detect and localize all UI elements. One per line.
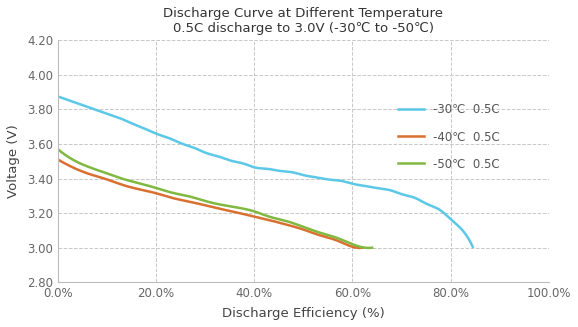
-40℃  0.5C <box>235 211 242 215</box>
-50℃  0.5C <box>247 208 254 212</box>
Y-axis label: Voltage (V): Voltage (V) <box>7 124 20 198</box>
-50℃  0.5C <box>339 238 346 242</box>
-30℃  0.5C <box>54 95 61 98</box>
-30℃  0.5C <box>301 174 308 178</box>
-30℃  0.5C <box>308 175 315 179</box>
-50℃  0.5C <box>54 147 61 151</box>
Line: -40℃  0.5C: -40℃ 0.5C <box>58 160 362 248</box>
-30℃  0.5C <box>300 173 307 177</box>
-50℃  0.5C <box>242 207 249 211</box>
-40℃  0.5C <box>55 158 62 162</box>
-50℃  0.5C <box>369 246 376 250</box>
-50℃  0.5C <box>240 207 247 211</box>
-50℃  0.5C <box>55 148 62 152</box>
Line: -50℃  0.5C: -50℃ 0.5C <box>58 149 372 248</box>
-40℃  0.5C <box>359 246 366 250</box>
-40℃  0.5C <box>355 246 362 250</box>
-30℃  0.5C <box>56 95 63 99</box>
X-axis label: Discharge Efficiency (%): Discharge Efficiency (%) <box>222 307 385 320</box>
-40℃  0.5C <box>236 211 243 215</box>
-40℃  0.5C <box>240 212 247 216</box>
-30℃  0.5C <box>469 245 476 249</box>
-30℃  0.5C <box>404 194 411 198</box>
-50℃  0.5C <box>365 246 372 250</box>
-40℃  0.5C <box>54 158 61 162</box>
Legend: -30℃  0.5C, -40℃  0.5C, -50℃  0.5C: -30℃ 0.5C, -40℃ 0.5C, -50℃ 0.5C <box>398 103 500 171</box>
Title: Discharge Curve at Different Temperature
0.5C discharge to 3.0V (-30℃ to -50℃): Discharge Curve at Different Temperature… <box>164 7 443 35</box>
-30℃  0.5C <box>431 205 438 209</box>
-50℃  0.5C <box>319 232 326 235</box>
-40℃  0.5C <box>311 232 318 235</box>
-40℃  0.5C <box>330 237 337 241</box>
Line: -30℃  0.5C: -30℃ 0.5C <box>58 96 473 247</box>
